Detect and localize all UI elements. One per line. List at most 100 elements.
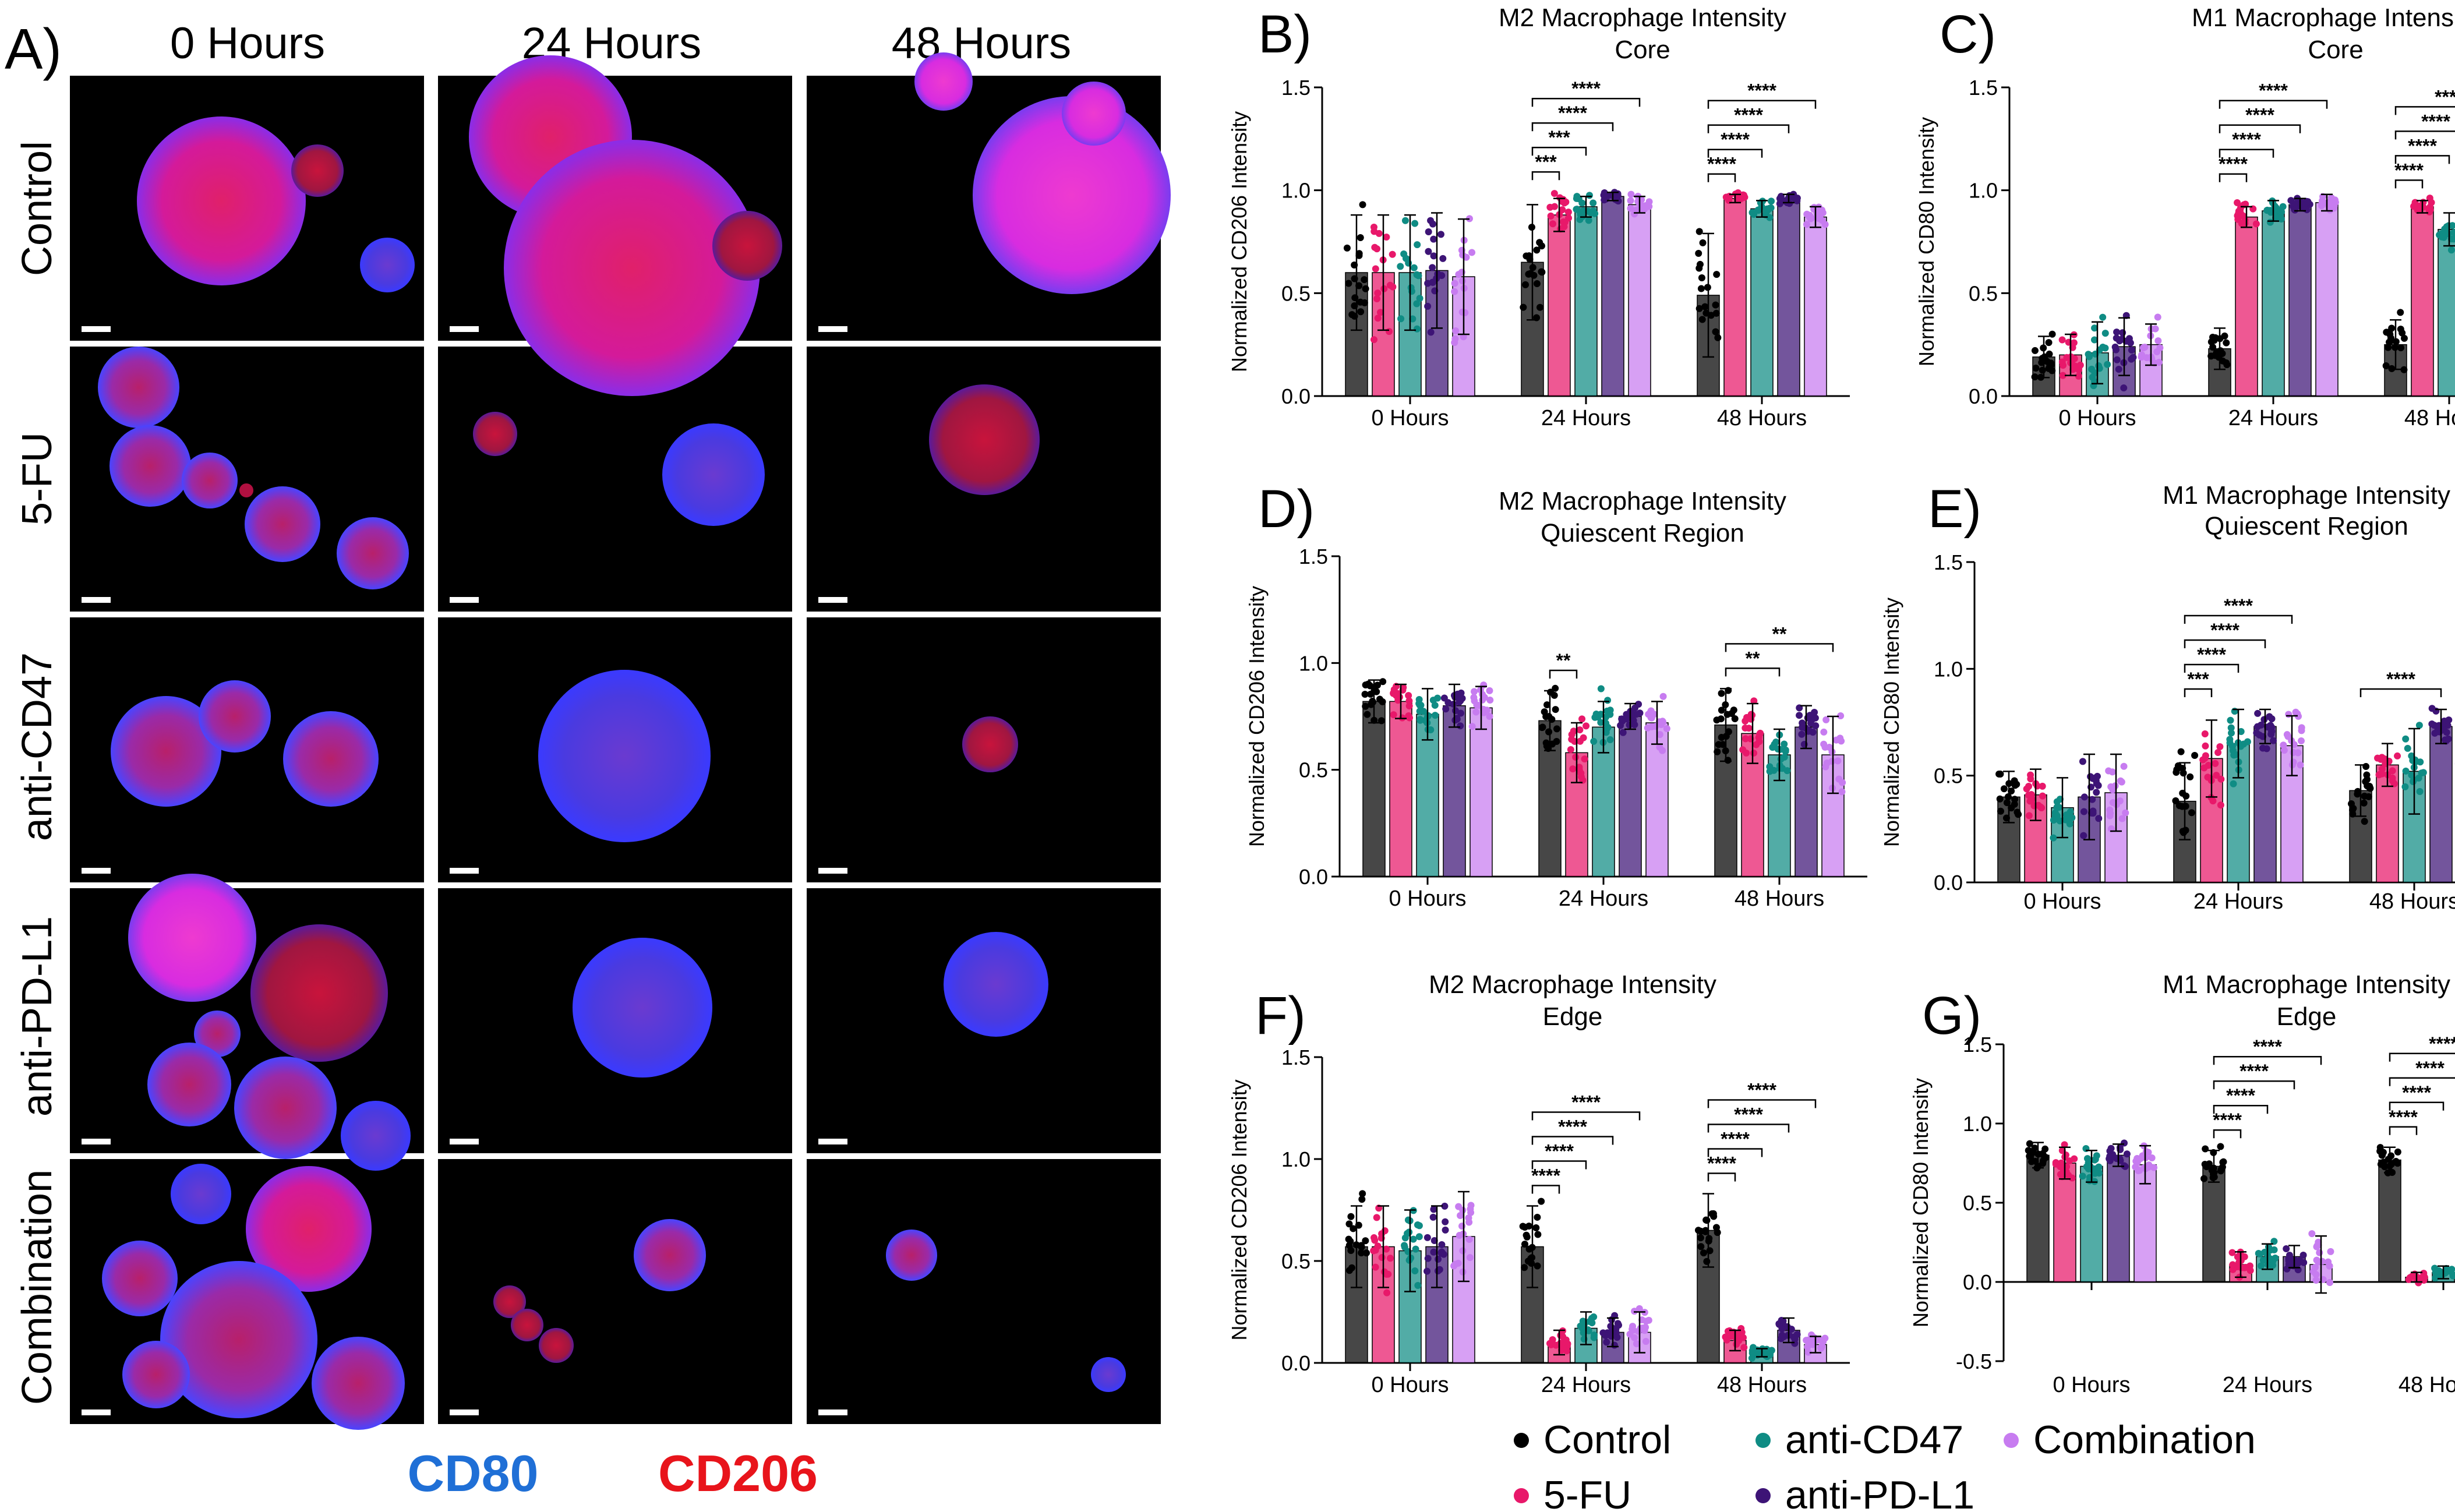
data-point <box>1642 1317 1650 1325</box>
data-point <box>1538 269 1546 276</box>
data-point <box>1386 328 1393 335</box>
significance-label: **** <box>2239 1061 2269 1082</box>
y-tick-label: 0.5 <box>1934 764 1963 788</box>
chart-title: Quiescent Region <box>1541 519 1744 547</box>
significance-label: **** <box>2210 620 2239 641</box>
data-point <box>2119 329 2127 337</box>
data-point <box>1591 713 1599 721</box>
data-point <box>1457 709 1464 717</box>
data-point <box>1564 209 1572 216</box>
data-point <box>2080 808 2087 815</box>
data-point <box>2107 1144 2115 1152</box>
data-point <box>1578 715 1586 723</box>
data-point <box>1413 300 1421 308</box>
data-point <box>2217 1165 2225 1173</box>
data-point <box>1563 1347 1570 1355</box>
data-point <box>1778 1325 1786 1333</box>
data-point <box>1597 719 1605 726</box>
data-point <box>1455 271 1463 278</box>
data-point <box>2318 200 2326 208</box>
data-point <box>2057 1159 2065 1167</box>
data-point <box>2011 796 2019 803</box>
data-point <box>1425 248 1432 255</box>
data-point <box>2308 1230 2316 1238</box>
data-point <box>1733 1335 1740 1343</box>
spheroids <box>98 52 1171 1430</box>
data-point <box>1585 217 1592 224</box>
data-point <box>2093 1152 2100 1160</box>
data-point <box>1466 1254 1474 1262</box>
data-point <box>1451 707 1459 715</box>
bar <box>2053 1163 2076 1283</box>
legend: Control 5-FU anti-CD47 anti-PD-L1 Combin… <box>1514 1418 2256 1512</box>
data-point <box>2093 789 2100 796</box>
data-point <box>2150 1164 2158 1171</box>
data-point <box>2258 1262 2265 1270</box>
data-point <box>1552 706 1559 713</box>
data-point <box>2083 1155 2091 1163</box>
data-point <box>2093 772 2101 780</box>
x-tick-label: 0 Hours <box>1371 1373 1449 1397</box>
data-point <box>2088 365 2096 373</box>
data-point <box>2432 1269 2439 1276</box>
data-point <box>1401 217 1409 224</box>
data-point <box>2091 324 2099 332</box>
data-point <box>2296 1257 2304 1264</box>
data-point <box>1424 280 1432 287</box>
data-point <box>2385 757 2393 765</box>
data-point <box>2026 1152 2033 1160</box>
data-point <box>1837 712 1845 719</box>
data-point <box>2277 215 2285 222</box>
data-point <box>2450 229 2455 236</box>
data-point <box>2025 812 2033 819</box>
x-tick-label: 24 Hours <box>1541 406 1631 430</box>
data-point <box>1415 1233 1423 1241</box>
data-point <box>1724 1327 1732 1335</box>
data-point <box>1471 688 1478 695</box>
data-point <box>1434 694 1442 702</box>
data-point <box>2260 716 2268 723</box>
data-point <box>2106 1153 2114 1160</box>
data-point <box>1376 309 1384 316</box>
y-tick-label: -0.5 <box>1956 1350 1992 1373</box>
data-point <box>2365 784 2373 792</box>
data-point <box>1740 1344 1748 1351</box>
data-point <box>1407 284 1415 291</box>
data-point <box>2261 1248 2269 1256</box>
significance-label: *** <box>2187 669 2209 690</box>
x-tick-label: 48 Hours <box>1717 406 1807 430</box>
data-point <box>1521 1264 1528 1271</box>
row-label-combination: Combination <box>14 1170 61 1405</box>
significance-bracket <box>1707 173 1736 182</box>
data-point <box>2439 1271 2446 1278</box>
data-point <box>2059 372 2067 379</box>
y-tick-label: 0.0 <box>1963 1270 1992 1294</box>
data-point <box>2440 234 2448 241</box>
data-point <box>2365 793 2372 800</box>
data-point <box>1996 795 2004 803</box>
significance-bracket <box>2184 663 2239 673</box>
data-point <box>2031 373 2039 381</box>
panel-letter: G) <box>1922 986 1981 1045</box>
data-point <box>1347 1213 1355 1220</box>
data-point <box>1379 678 1387 686</box>
data-point <box>1430 252 1437 260</box>
y-tick-label: 1.5 <box>1969 76 1998 100</box>
x-tick-label: 48 Hours <box>2404 406 2455 430</box>
x-tick-label: 0 Hours <box>2023 889 2101 914</box>
data-point <box>2280 741 2287 749</box>
data-point <box>2379 1149 2387 1156</box>
data-point <box>1608 1316 1616 1323</box>
data-point <box>1351 294 1359 302</box>
bar <box>2411 206 2434 397</box>
data-point <box>1572 753 1580 761</box>
data-point <box>1631 721 1638 729</box>
significance-bracket <box>1707 1148 1763 1157</box>
data-point <box>1659 693 1667 700</box>
significance-label: *** <box>1535 151 1557 172</box>
data-point <box>1695 228 1703 235</box>
data-point <box>2083 1163 2090 1170</box>
x-tick-label: 48 Hours <box>1717 1373 1807 1397</box>
data-point <box>1459 1268 1467 1276</box>
data-point <box>2070 339 2078 347</box>
